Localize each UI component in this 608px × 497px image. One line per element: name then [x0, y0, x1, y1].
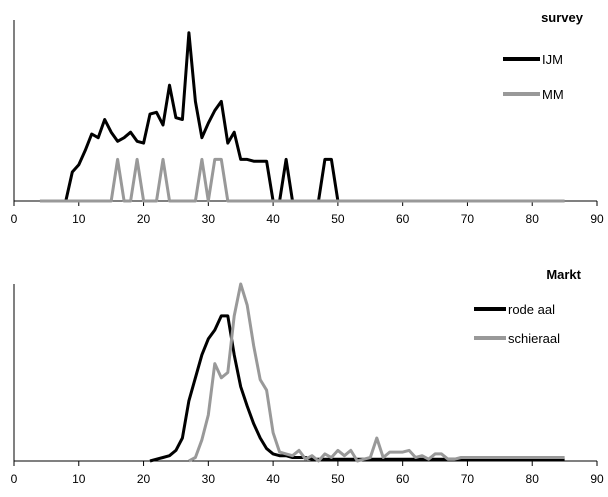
x-tick-label: 60	[396, 212, 410, 226]
x-tick-label: 70	[461, 472, 475, 486]
x-tick-label: 90	[590, 212, 604, 226]
x-tick-label: 80	[526, 212, 540, 226]
series-line-ijm	[64, 31, 340, 203]
legend-entry: IJM	[542, 52, 563, 67]
x-tick-label: 80	[526, 472, 540, 486]
series-line-schieraal	[188, 282, 565, 463]
x-tick-label: 70	[461, 212, 475, 226]
x-tick-label: 50	[331, 472, 345, 486]
legend: survey IJM MM	[503, 10, 584, 102]
x-tick-label: 10	[72, 212, 86, 226]
x-tick-label: 40	[266, 212, 280, 226]
legend-title: survey	[541, 10, 584, 25]
x-tick-label: 10	[72, 472, 86, 486]
legend-entry: MM	[542, 87, 564, 102]
legend-title: Markt	[546, 267, 581, 282]
x-tick-label: 0	[11, 472, 18, 486]
x-tick-label: 90	[590, 472, 604, 486]
x-tick-label: 0	[11, 212, 18, 226]
chart-panel-2: 0 10 20 30 40 50 60 70 80 90 Markt rode aal schieraa…	[11, 267, 604, 486]
legend: Markt rode aal schieraal	[474, 267, 582, 346]
chart-panel-1: 0 10 20 30 40 50 60 70 80 90 survey IJM MM	[11, 10, 604, 226]
x-tick-label: 30	[202, 212, 216, 226]
x-tick-label: 50	[331, 212, 345, 226]
legend-entry: schieraal	[508, 331, 560, 346]
legend-entry: rode aal	[508, 302, 555, 317]
series-line-mm	[39, 157, 565, 203]
x-tick-label: 30	[202, 472, 216, 486]
x-tick-label: 60	[396, 472, 410, 486]
x-tick-label: 40	[266, 472, 280, 486]
x-tick-label: 20	[137, 472, 151, 486]
x-tick-label: 20	[137, 212, 151, 226]
